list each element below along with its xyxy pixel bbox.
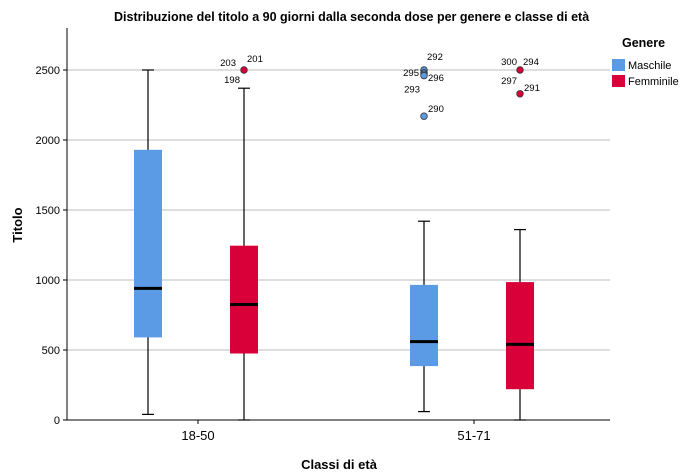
outlier-point — [420, 71, 428, 80]
x-tick-labels: 18-50 51-71 — [181, 420, 491, 443]
outlier-label: 296 — [428, 73, 444, 84]
legend: Genere Maschile Femminile — [612, 36, 679, 88]
legend-swatch-femminile — [612, 75, 625, 87]
chart-title: Distribuzione del titolo a 90 giorni dal… — [114, 10, 589, 24]
legend-swatch-maschile — [612, 59, 625, 71]
y-tick-label: 1000 — [36, 275, 60, 287]
outlier-label: 292 — [427, 52, 443, 63]
legend-title: Genere — [622, 36, 665, 50]
box-femminile-51-71 — [506, 282, 534, 390]
boxes — [134, 69, 534, 421]
y-tick-label: 2000 — [36, 135, 60, 147]
outlier-label: 300 — [501, 57, 517, 68]
outlier-point — [420, 112, 428, 120]
outlier-label: 201 — [247, 54, 263, 65]
outliers: 292 295 296 293 290 203 201 198 300 294 297 291 — [220, 52, 540, 120]
outlier-point — [240, 66, 248, 74]
x-axis-label: Classi di età — [301, 457, 378, 472]
outlier-label: 295 — [403, 68, 419, 79]
outlier-label: 290 — [428, 104, 444, 115]
box-maschile-51-71 — [410, 284, 438, 367]
legend-label: Maschile — [628, 60, 671, 72]
box-femminile-18-50 — [230, 245, 258, 354]
y-axis-label: Titolo — [10, 207, 25, 242]
y-tick-labels: 0 500 1000 1500 2000 2500 — [36, 65, 67, 427]
y-tick-label: 1500 — [36, 205, 60, 217]
outlier-label: 294 — [523, 57, 539, 68]
y-tick-label: 500 — [42, 345, 60, 357]
y-tick-label: 2500 — [36, 65, 60, 77]
outlier-point — [516, 66, 524, 74]
outlier-label: 198 — [224, 75, 240, 86]
outlier-point — [516, 90, 524, 98]
outlier-label: 293 — [404, 85, 420, 96]
y-tick-label: 0 — [54, 415, 60, 427]
x-tick-label: 18-50 — [181, 428, 214, 443]
outlier-label: 203 — [220, 58, 236, 69]
outlier-label: 297 — [501, 76, 517, 87]
box-maschile-18-50 — [134, 149, 162, 338]
outlier-label: 291 — [524, 83, 540, 94]
x-tick-label: 51-71 — [457, 428, 490, 443]
legend-label: Femminile — [628, 76, 679, 88]
